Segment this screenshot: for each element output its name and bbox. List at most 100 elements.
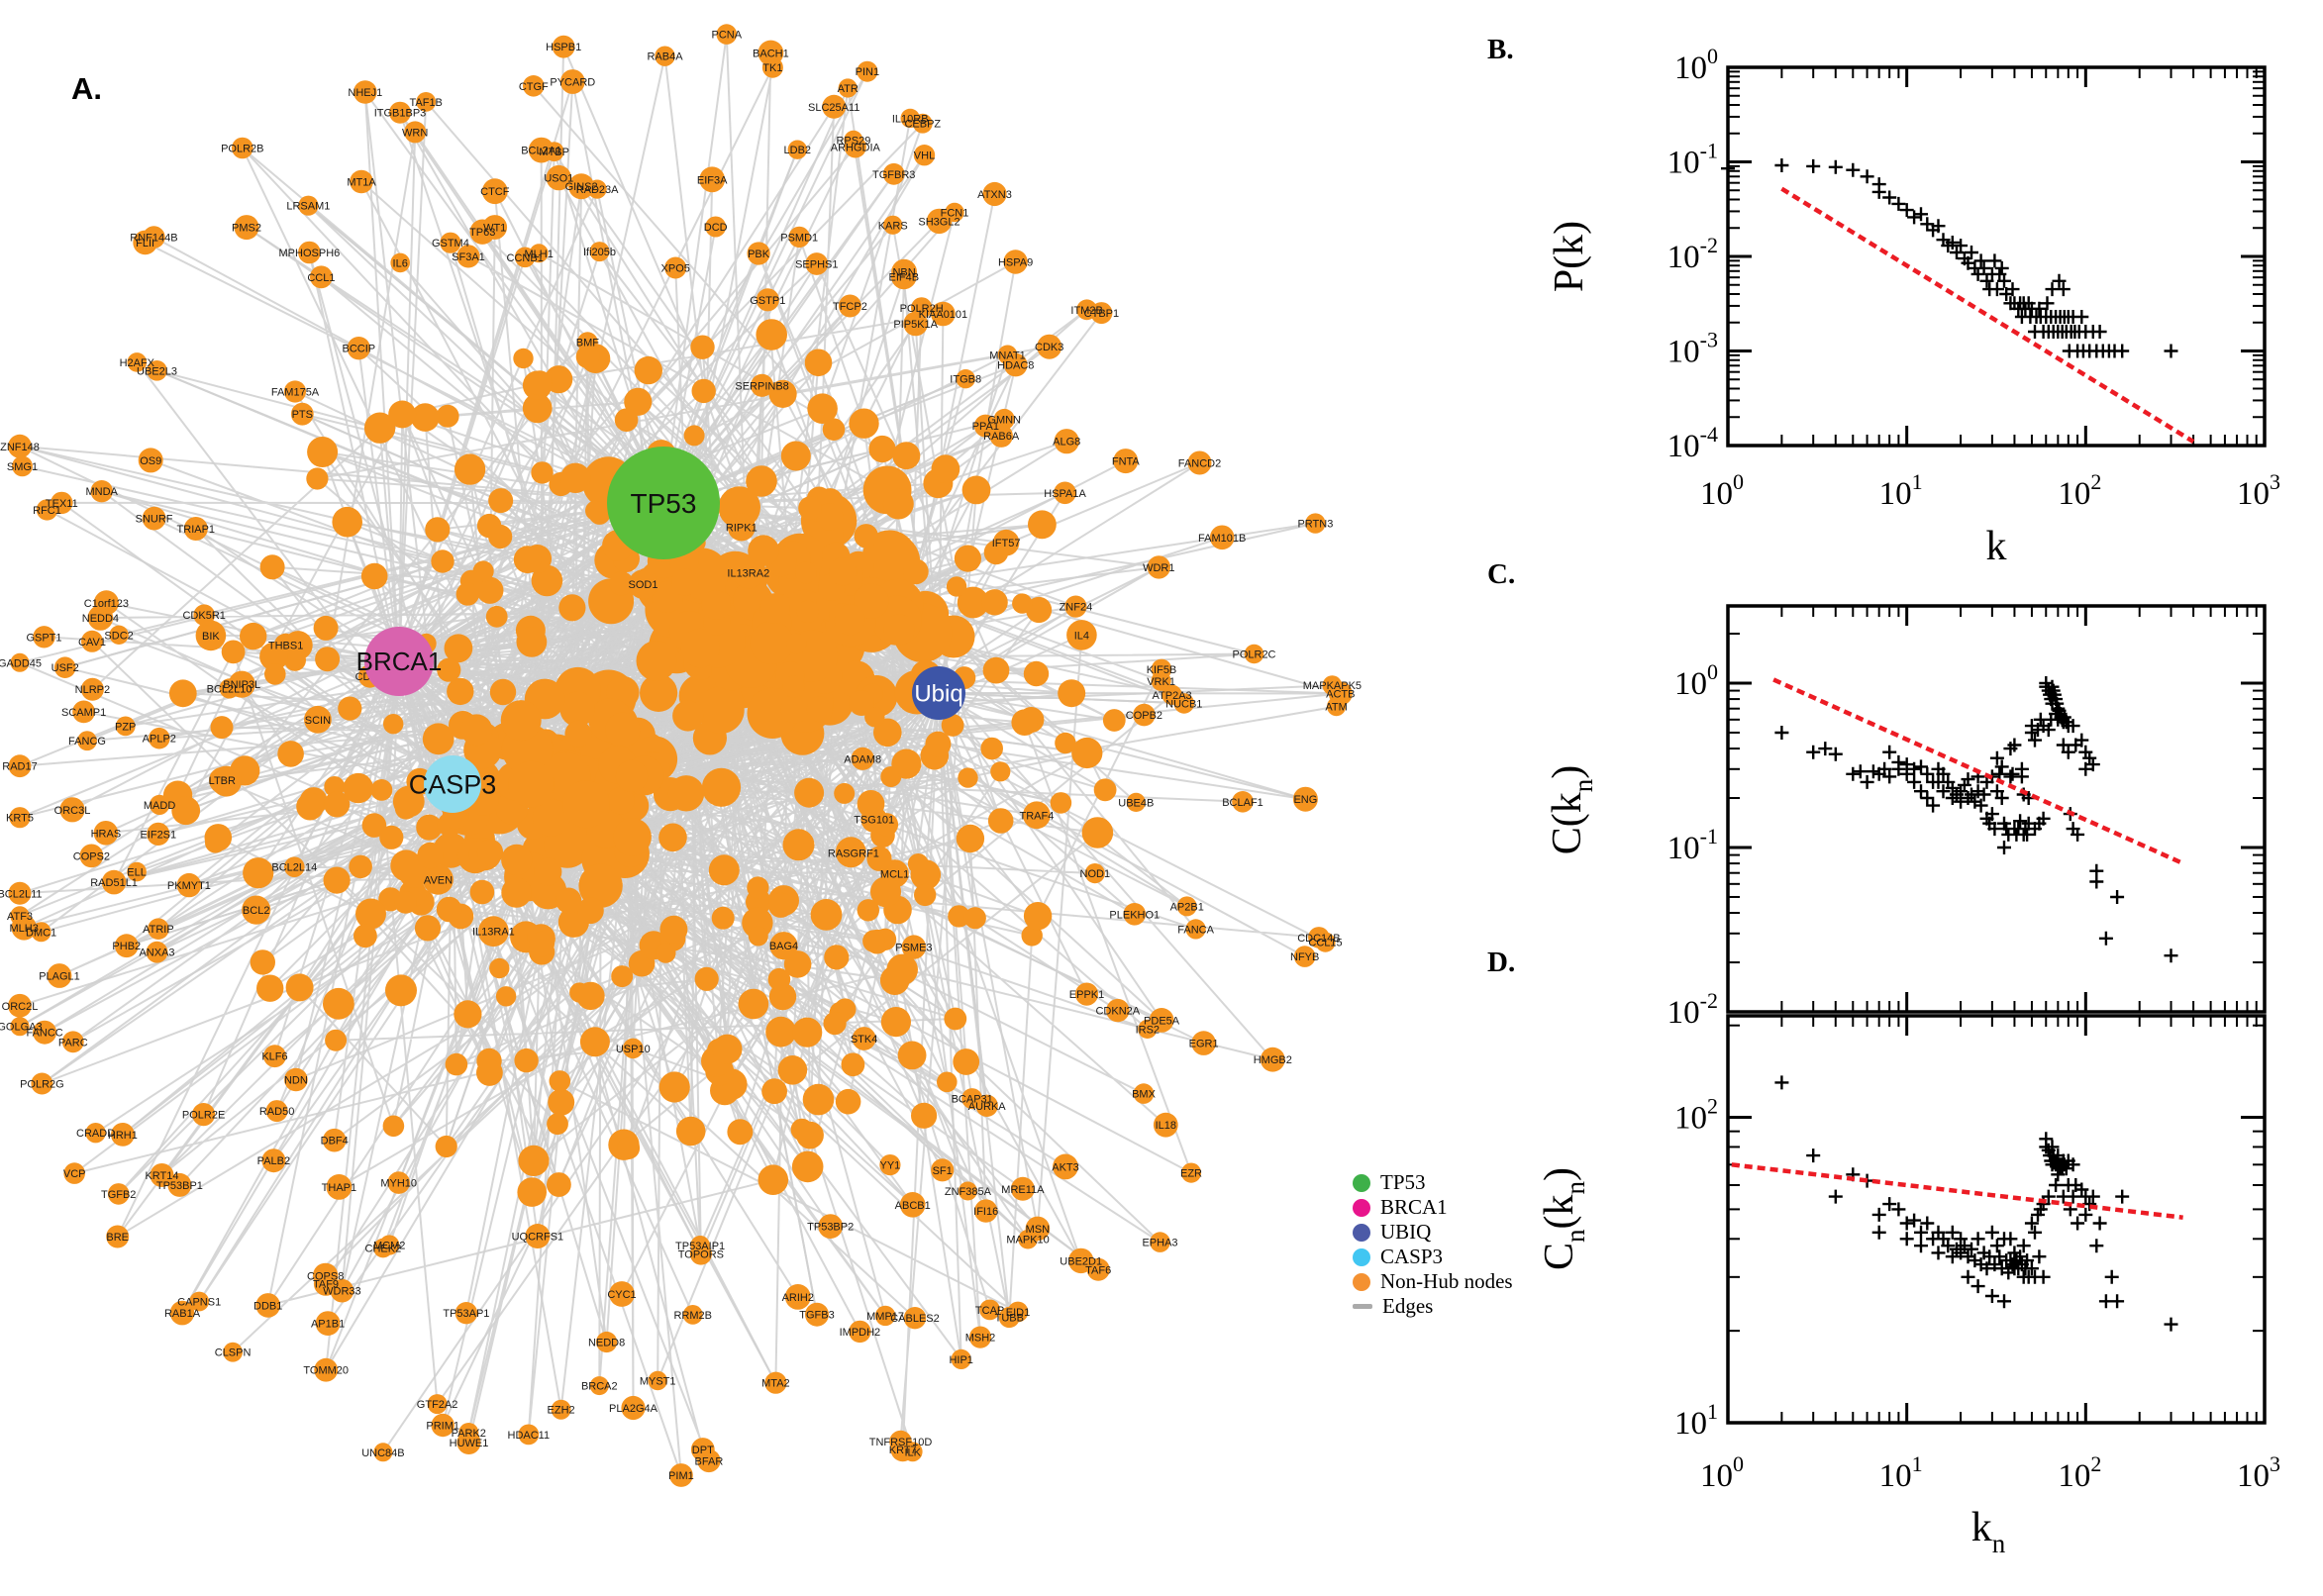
gene-label: RAB1A [164,1308,201,1320]
legend-item-edges: Edges [1353,1294,1513,1318]
gene-label: TGFBR3 [872,169,915,181]
gene-label: PIM1 [668,1470,694,1482]
gene-label: PLEKHO1 [1109,909,1160,921]
gene-label: TP53BP2 [807,1222,854,1234]
gene-label: TAF9 [313,1279,339,1291]
gene-label: MT1A [347,177,376,189]
gene-label: EZR [1180,1168,1202,1180]
gene-label: CAV1 [78,637,106,648]
casp3-dot-icon [1353,1247,1370,1266]
gene-label: RNF144B [130,233,177,245]
gene-label: BMX [1132,1089,1157,1101]
gene-label: KRT14 [145,1170,178,1182]
legend-item-tp53: TP53 [1353,1170,1513,1194]
gene-label: ATM [1325,702,1347,714]
tick-label: 102 [1674,1094,1718,1137]
gene-label: UBE4B [1118,797,1154,809]
plot-b: 100 10-1 10-2 10-3 10-4 100 101 102 103 k P(k) [1547,44,2280,569]
tick-label: 101 [1674,1399,1718,1442]
gene-label: COPS8 [307,1270,344,1282]
gene-label: DCD [704,222,728,234]
gene-label: ATR [838,83,858,95]
gene-label: VCP [63,1168,86,1180]
gene-label: HSPB1 [546,42,581,53]
gene-label: AVEN [424,874,453,886]
gene-label: TUBB [995,1313,1024,1325]
tick-label: 10-3 [1667,328,1718,370]
gene-label: NFYB [1290,951,1319,963]
tick-label: 10-2 [1667,988,1718,1031]
hub-nodes: TP53 BRCA1 Ubiq CASP3 [356,447,965,813]
gene-label: IL13RA2 [727,568,769,580]
gene-label: MMP17 [866,1311,904,1323]
gene-label: FANCD2 [1178,458,1221,470]
fit-line [1731,1162,2183,1220]
gene-label: Ifi205b [583,247,616,258]
gene-label: HIP1 [949,1354,972,1366]
gene-label: ACTB [1326,689,1355,701]
panel-b-label: B. [1487,34,1514,65]
gene-label: KIF5B [1147,664,1177,676]
gene-label: ORC3L [54,805,91,817]
gene-label: CHEK2 [365,1244,402,1255]
edge-line-icon [1353,1304,1372,1309]
gene-label: ZNF385A [945,1186,992,1198]
gene-label: POLR2B [221,144,263,155]
gene-label: PALB2 [257,1155,290,1167]
legend-item-nonhub: Non-Hub nodes [1353,1269,1513,1293]
panel-a-label: A. [71,71,102,106]
gene-label: BMF [576,338,600,349]
gene-label: IFT57 [992,538,1021,549]
legend-label: TP53 [1380,1170,1426,1194]
gene-label: SF1 [933,1165,953,1177]
gene-label: POLR2E [182,1110,225,1122]
gene-label: RRM2B [673,1310,712,1322]
gene-label: MSN [1026,1224,1051,1236]
gene-label: MAPKAPK5 [1303,680,1362,692]
gene-label: NLRP2 [75,684,110,696]
gene-label: SCIN [305,715,331,727]
gene-label: PARK2 [452,1428,486,1440]
gene-label: PDE5A [1144,1015,1180,1027]
gene-label: SMG1 [7,461,38,473]
gene-label: BCAP31 [952,1094,993,1106]
gene-label: ZNF148 [0,442,40,453]
gene-label: POLR2H [900,303,944,315]
y-axis-title: Cn(kn) [1537,1167,1590,1270]
legend-item-brca1: BRCA1 [1353,1195,1513,1219]
gene-label: IRS2 [1136,1024,1160,1036]
gene-label: RIPK1 [726,523,758,535]
gene-label: RFC1 [33,505,61,517]
gene-label: ALG8 [1053,437,1080,449]
scatter-points [1774,1075,2178,1332]
gene-label: STK4 [851,1034,878,1046]
gene-label: CDK5R1 [182,610,225,622]
gene-label: FCN1 [941,208,969,220]
network-nodes [8,24,1353,1487]
gene-label: UQCRFS1 [512,1232,564,1244]
gene-label: TRIAP1 [177,524,216,536]
gene-label: CRADD [76,1128,115,1140]
gene-label: BNIP3L [223,679,260,691]
gene-label: CLSPN [215,1347,252,1359]
gene-label: BCCIP [342,344,375,355]
gene-label: HDAC11 [508,1430,551,1442]
gene-label: PARC [58,1037,88,1048]
gene-label: BRCA2 [581,1381,618,1393]
gene-label: MCL1 [880,868,909,880]
tick-label: 100 [1700,469,1744,512]
gene-label: TAF6 [1085,1264,1111,1276]
gene-label: ADAM8 [844,753,881,765]
y-axis-title: P(k) [1547,221,1592,292]
gene-label: H2AFX [120,357,155,369]
gene-label: MTA2 [761,1378,790,1390]
gene-label: TK1 [762,62,782,74]
tick-label: 10-1 [1667,824,1718,866]
gene-label: USO1 [544,173,573,185]
hub-label: CASP3 [409,769,497,799]
network-panel: IFT57 IL4 IL13RA1 IL13RA2 ADAM8 LTBR THBS1 TSG1… [0,24,1362,1487]
gene-label: FAM101B [1198,533,1246,545]
tick-label: 101 [1879,469,1923,512]
plot-frame [1726,604,2267,1014]
gene-label: NEDD4 [82,613,119,625]
